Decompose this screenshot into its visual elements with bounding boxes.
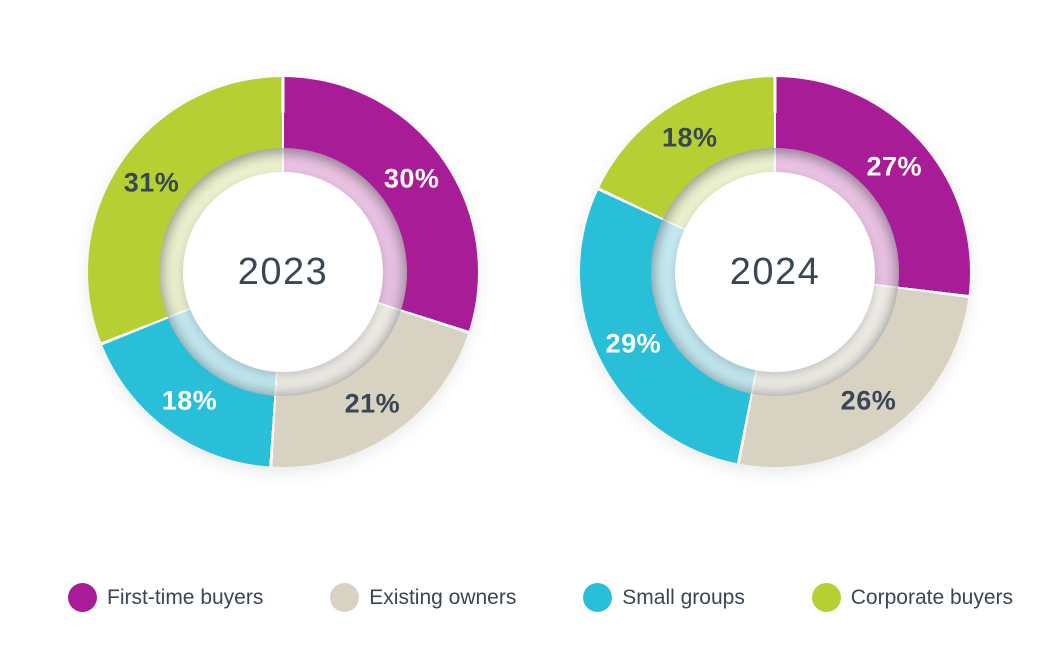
legend-item-corporate-buyers: Corporate buyers (811, 583, 1013, 612)
segment-percent-label: 21% (344, 388, 401, 418)
legend-label: First-time buyers (107, 585, 264, 609)
legend: First-time buyers Existing owners Small … (68, 583, 1013, 612)
legend-label: Corporate buyers (850, 585, 1013, 609)
segment-percent-label: 18% (662, 122, 718, 153)
legend-label: Small groups (622, 585, 745, 609)
legend-swatch-circle (811, 583, 841, 612)
legend-swatch-circle (330, 583, 360, 612)
legend-item-existing-owners: Existing owners (330, 583, 516, 612)
segment-percent-label: 26% (840, 385, 897, 416)
segment-percent-label: 29% (605, 328, 662, 359)
segment-percent-label: 18% (161, 385, 218, 416)
legend-label: Existing owners (369, 585, 517, 609)
donut-chart-2024: 2024 27% 26% 29% 18% (580, 77, 970, 467)
chart-center-year-label: 2023 (237, 250, 329, 293)
legend-item-small-groups: Small groups (583, 583, 745, 612)
legend-item-first-time-buyers: First-time buyers (68, 583, 263, 612)
segment-percent-label: 31% (123, 167, 180, 198)
donut-chart-2023: 2023 30% 21% 18% 31% (88, 77, 478, 467)
segment-percent-label: 27% (866, 151, 923, 182)
segment-percent-label: 30% (383, 163, 440, 194)
legend-swatch-circle (68, 583, 97, 612)
chart-center-year-label: 2024 (729, 250, 821, 293)
donut-hole: 2024 (675, 172, 875, 372)
legend-swatch-circle (583, 583, 613, 612)
donut-hole: 2023 (183, 172, 383, 372)
